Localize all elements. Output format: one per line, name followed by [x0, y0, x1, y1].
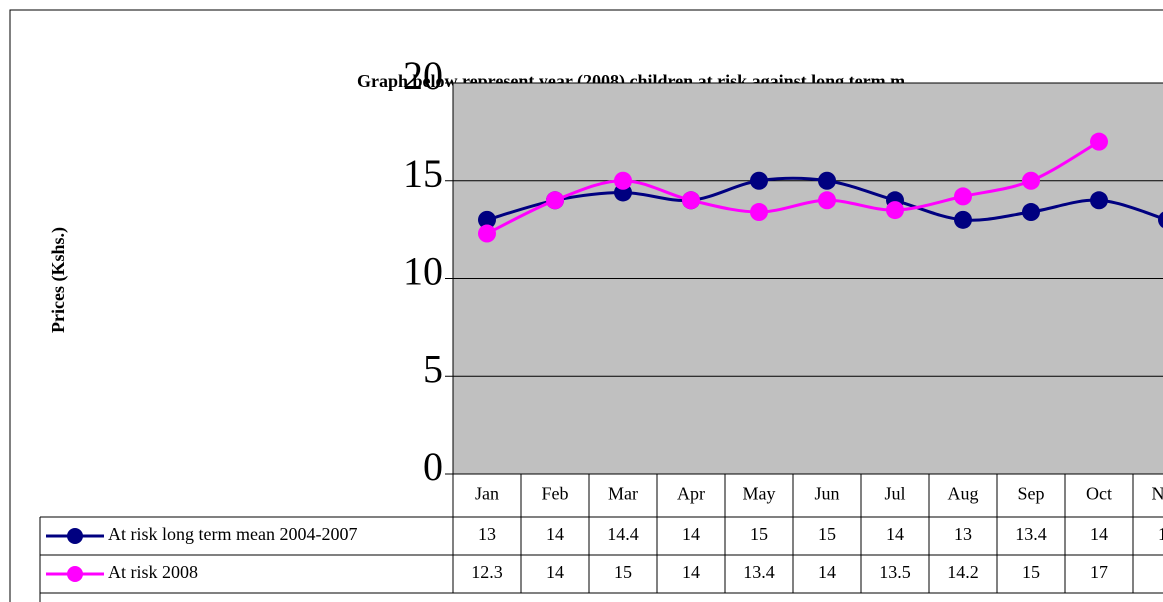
x-tick-label: Jan: [475, 484, 499, 504]
table-value: 14: [546, 524, 564, 544]
marker: [886, 201, 904, 220]
table-value: 14.2: [947, 562, 979, 582]
marker: [1022, 203, 1040, 222]
chart-border: [9, 9, 1163, 602]
marker: [478, 224, 496, 243]
table-value: 14.4: [607, 524, 639, 544]
x-tick-label: Aug: [948, 484, 979, 504]
x-tick-label: Sep: [1018, 484, 1045, 504]
marker: [750, 203, 768, 222]
table-value: 13: [478, 524, 496, 544]
marker: [1090, 191, 1108, 210]
table-value: 13: [954, 524, 972, 544]
table-value: 15: [818, 524, 836, 544]
marker: [546, 191, 564, 210]
legend-marker: [67, 566, 83, 582]
y-axis-label: Prices (Kshs.): [48, 227, 69, 333]
marker: [954, 187, 972, 206]
x-tick-label: Jun: [814, 484, 839, 504]
x-tick-label: Oct: [1086, 484, 1112, 504]
marker: [818, 171, 836, 190]
y-tick-label: 15: [403, 151, 443, 196]
x-tick-label: Feb: [542, 484, 569, 504]
marker: [682, 191, 700, 210]
table-value: 15: [1022, 562, 1040, 582]
marker: [1090, 132, 1108, 151]
marker: [750, 171, 768, 190]
table-value: 13.4: [1015, 524, 1047, 544]
table-value: 17: [1090, 562, 1108, 582]
table-value: 12.3: [471, 562, 503, 582]
x-tick-label: Mar: [608, 484, 638, 504]
x-tick-label: Jul: [884, 484, 905, 504]
table-value: 13: [1158, 524, 1163, 544]
table-value: 13.5: [879, 562, 911, 582]
marker: [614, 171, 632, 190]
x-tick-label: May: [743, 484, 776, 504]
marker: [818, 191, 836, 210]
table-value: 14: [682, 562, 700, 582]
y-tick-label: 0: [423, 444, 443, 489]
legend-label: At risk long term mean 2004-2007: [108, 524, 357, 544]
table-value: 14: [818, 562, 836, 582]
table-value: 15: [614, 562, 632, 582]
table-value: 14: [1090, 524, 1108, 544]
table-value: 14: [682, 524, 700, 544]
series-line: [486, 140, 1100, 235]
x-tick-label: Apr: [677, 484, 705, 504]
marker: [954, 210, 972, 229]
y-tick-label: 20: [403, 53, 443, 98]
y-tick-label: 5: [423, 346, 443, 391]
marker: [478, 210, 496, 229]
table-value: 14: [886, 524, 904, 544]
y-tick-label: 10: [403, 249, 443, 294]
table-value: 13.4: [743, 562, 775, 582]
x-tick-label: Nov: [1152, 484, 1163, 504]
table-value: 15: [750, 524, 768, 544]
legend-label: At risk 2008: [108, 562, 198, 582]
marker: [1158, 211, 1163, 228]
table-value: 14: [546, 562, 564, 582]
marker: [1022, 171, 1040, 190]
legend-marker: [67, 528, 83, 544]
